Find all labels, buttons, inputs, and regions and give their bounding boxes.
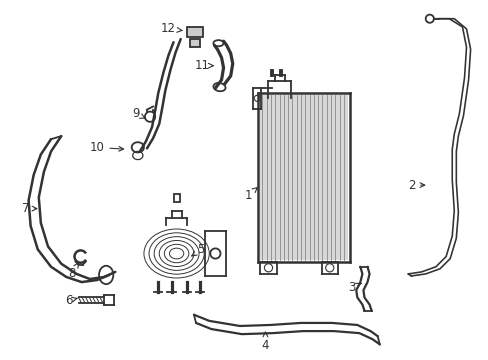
Circle shape bbox=[264, 264, 272, 272]
Text: 4: 4 bbox=[261, 332, 268, 352]
Text: 12: 12 bbox=[161, 22, 182, 35]
Bar bbox=[186, 27, 203, 37]
Text: 5: 5 bbox=[191, 243, 204, 256]
Circle shape bbox=[325, 264, 333, 272]
Text: 9: 9 bbox=[132, 107, 145, 120]
Ellipse shape bbox=[213, 40, 223, 46]
Text: 3: 3 bbox=[348, 281, 361, 294]
Text: 11: 11 bbox=[194, 59, 213, 72]
Bar bbox=[173, 194, 179, 202]
Bar bbox=[260, 95, 347, 260]
Circle shape bbox=[425, 15, 433, 23]
Text: 7: 7 bbox=[22, 202, 37, 215]
Text: 10: 10 bbox=[89, 141, 123, 154]
Text: 8: 8 bbox=[68, 262, 79, 280]
Text: 6: 6 bbox=[64, 294, 78, 307]
Ellipse shape bbox=[99, 266, 113, 284]
Circle shape bbox=[210, 248, 220, 258]
Text: 1: 1 bbox=[244, 188, 257, 202]
Bar bbox=[189, 39, 200, 47]
Text: 2: 2 bbox=[407, 179, 424, 192]
Circle shape bbox=[254, 95, 260, 102]
Ellipse shape bbox=[213, 83, 225, 91]
